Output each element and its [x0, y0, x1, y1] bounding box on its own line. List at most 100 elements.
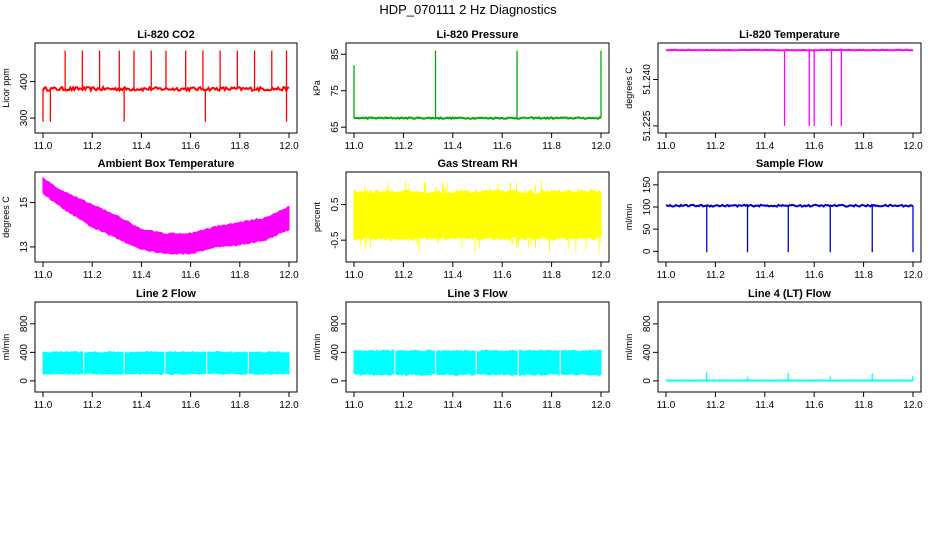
- x-tick-label: 11.6: [805, 141, 824, 152]
- series-line: [353, 116, 602, 121]
- x-tick-label: 11.4: [443, 400, 462, 411]
- x-tick-label: 11.4: [443, 141, 462, 152]
- y-axis-label: ml/min: [624, 334, 634, 361]
- series-temperature: [665, 48, 914, 126]
- y-axis-label: degrees C: [1, 196, 11, 238]
- plot-frame: [657, 301, 922, 393]
- panel-title: Line 3 Flow: [448, 288, 508, 300]
- y-tick-label: 0: [642, 378, 653, 384]
- series-line: [665, 48, 914, 52]
- x-tick-label: 11.8: [542, 270, 561, 281]
- y-tick-label: 300: [19, 109, 30, 126]
- panel-title: Li-820 Pressure: [437, 29, 519, 41]
- x-tick-label: 11.2: [394, 400, 413, 411]
- plot-frame: [345, 301, 610, 393]
- x-tick-label: 12.0: [903, 141, 923, 152]
- x-tick-label: 11.0: [345, 270, 364, 281]
- panel-title: Ambient Box Temperature: [98, 158, 235, 170]
- y-tick-label: 51.240: [642, 64, 653, 95]
- series-sample: [665, 203, 914, 253]
- y-axis-label: Licor ppm: [1, 68, 11, 108]
- y-tick-label: 51.225: [642, 110, 653, 141]
- x-tick-label: 12.0: [279, 270, 299, 281]
- panel-line3: Line 3 Flow 11.0 11.2 11.4 11.6 11.8 12.0 0 400 8…: [312, 288, 611, 411]
- x-tick-label: 11.8: [230, 141, 249, 152]
- y-tick-label: 400: [642, 344, 653, 361]
- panel-title: Line 2 Flow: [136, 288, 196, 300]
- panel-line4: Line 4 (LT) Flow 11.0 11.2 11.4 11.6 11.8 12.0…: [624, 288, 923, 411]
- x-tick-label: 11.4: [132, 400, 151, 411]
- panel-title: Sample Flow: [756, 158, 824, 170]
- y-tick-label: 400: [19, 73, 30, 90]
- x-tick-label: 12.0: [903, 400, 923, 411]
- x-tick-label: 11.6: [493, 270, 512, 281]
- x-tick-label: 11.2: [83, 400, 102, 411]
- x-tick-label: 11.6: [493, 400, 512, 411]
- x-tick-label: 11.4: [132, 141, 151, 152]
- y-axis-label: kPa: [312, 80, 322, 96]
- panel-sample: Sample Flow 11.0 11.2 11.4 11.6 11.8 12.0 0 50 10…: [624, 158, 923, 281]
- plot-frame: [345, 171, 610, 263]
- x-tick-label: 12.0: [279, 141, 299, 152]
- plot-frame: [657, 171, 922, 263]
- series-band: [42, 350, 290, 376]
- x-tick-label: 11.2: [83, 270, 102, 281]
- y-tick-label: 0: [19, 378, 30, 384]
- x-tick-label: 11.0: [34, 141, 53, 152]
- x-tick-label: 11.2: [83, 141, 102, 152]
- x-tick-label: 11.6: [181, 141, 200, 152]
- y-tick-label: 800: [642, 315, 653, 332]
- x-tick-label: 11.2: [706, 400, 725, 411]
- series-line3: [353, 348, 602, 377]
- x-tick-label: 12.0: [279, 400, 299, 411]
- x-tick-label: 11.4: [755, 400, 774, 411]
- series-co2: [42, 50, 290, 122]
- x-tick-label: 11.0: [657, 141, 676, 152]
- y-tick-label: 150: [642, 176, 653, 193]
- series-line2: [42, 350, 290, 376]
- y-tick-label: 15: [19, 197, 30, 209]
- y-tick-label: 400: [19, 344, 30, 361]
- y-axis-label: ml/min: [1, 334, 11, 361]
- x-tick-label: 12.0: [591, 400, 611, 411]
- series-band: [353, 349, 602, 377]
- x-tick-label: 11.2: [394, 270, 413, 281]
- plot-frame: [345, 42, 610, 134]
- plot-frame: [657, 42, 922, 134]
- x-tick-label: 11.4: [443, 270, 462, 281]
- series-band: [42, 176, 290, 255]
- x-tick-label: 11.4: [132, 270, 151, 281]
- plot-frame: [34, 42, 298, 134]
- x-tick-label: 11.2: [706, 270, 725, 281]
- x-tick-label: 11.4: [755, 270, 774, 281]
- plot-frame: [34, 301, 298, 393]
- series-band: [353, 189, 602, 242]
- x-tick-label: 11.8: [542, 400, 561, 411]
- x-tick-label: 11.8: [230, 400, 249, 411]
- x-tick-label: 11.6: [805, 270, 824, 281]
- y-tick-label: 50: [642, 223, 653, 235]
- y-axis-label: ml/min: [312, 334, 322, 361]
- y-axis-label: ml/min: [624, 204, 634, 231]
- x-tick-label: 11.0: [657, 270, 676, 281]
- panel-rh: Gas Stream RH 11.0 11.2 11.4 11.6 11.8 12.0 -0.…: [312, 158, 611, 281]
- plot-frame: [34, 171, 298, 263]
- y-tick-label: 0: [330, 378, 341, 384]
- x-tick-label: 12.0: [591, 141, 611, 152]
- x-tick-label: 11.2: [394, 141, 413, 152]
- y-axis-label: degrees C: [624, 67, 634, 109]
- panel-title: Li-820 Temperature: [739, 29, 840, 41]
- panel-ambient: Ambient Box Temperature 11.0 11.2 11.4 11.6 1…: [1, 158, 299, 281]
- x-tick-label: 11.6: [493, 141, 512, 152]
- x-tick-label: 11.0: [657, 400, 676, 411]
- y-tick-label: 800: [19, 315, 30, 332]
- x-tick-label: 11.8: [854, 270, 873, 281]
- series-ambient: [42, 176, 290, 255]
- y-tick-label: 85: [330, 48, 341, 60]
- x-tick-label: 12.0: [903, 270, 923, 281]
- panel-temperature: Li-820 Temperature 11.0 11.2 11.4 11.6 11.8 12…: [624, 29, 923, 152]
- y-tick-label: 65: [330, 121, 341, 133]
- y-tick-label: 0.5: [330, 197, 341, 211]
- y-axis-label: percent: [312, 201, 322, 232]
- y-tick-label: 800: [330, 315, 341, 332]
